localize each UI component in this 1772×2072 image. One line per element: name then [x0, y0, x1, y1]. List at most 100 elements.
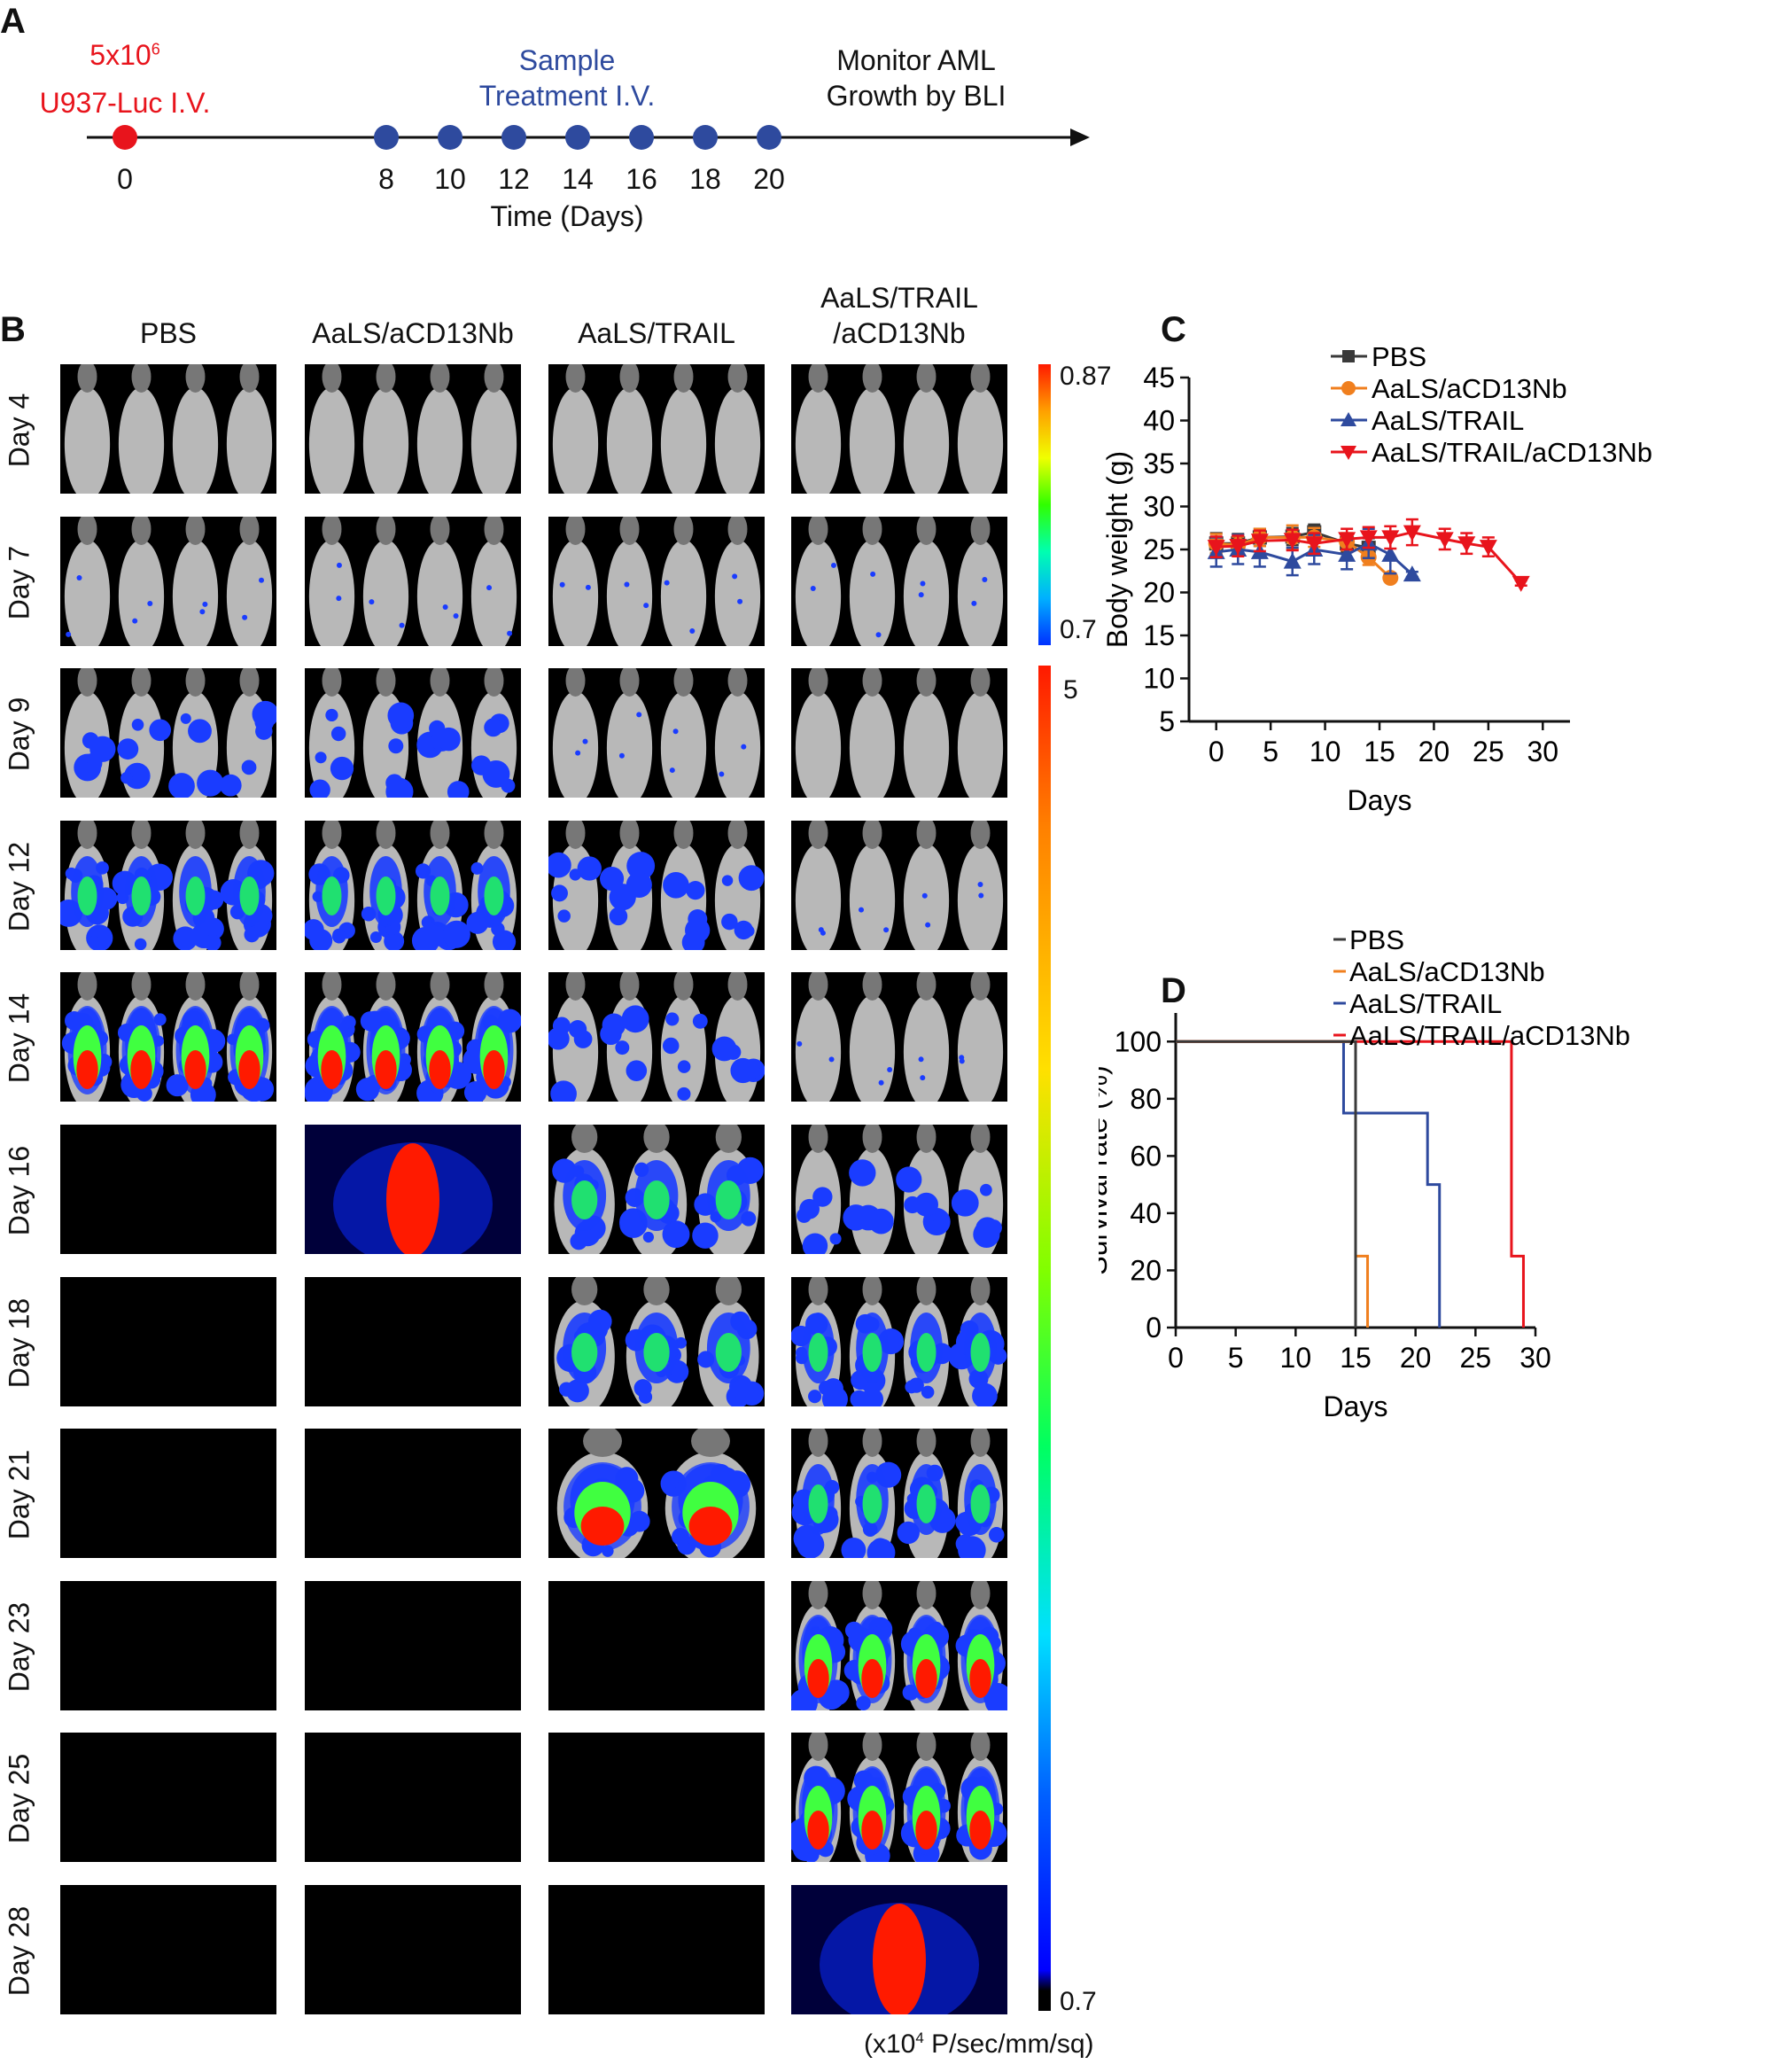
- data-point: [1381, 545, 1400, 562]
- mouse-head: [565, 972, 586, 1001]
- mouse-head: [131, 820, 152, 849]
- x-tick-label: 20: [1418, 736, 1450, 767]
- mouse-shape: [849, 691, 896, 798]
- mouse-head: [322, 668, 342, 697]
- signal-blob: [66, 631, 72, 637]
- signal-blob: [802, 1233, 828, 1254]
- row-label: Day 12: [3, 841, 35, 931]
- bli-image-empty: [548, 1580, 765, 1710]
- signal-blob: [147, 600, 153, 606]
- data-point: [1403, 565, 1421, 582]
- timeline-day-label: 0: [117, 163, 133, 195]
- column-header: PBS: [139, 317, 198, 349]
- signal-blob: [875, 631, 882, 637]
- mouse-head: [715, 1276, 742, 1305]
- signal-blob: [797, 1208, 812, 1223]
- mouse-shape: [416, 387, 463, 494]
- mouse-shape: [362, 387, 409, 494]
- panel-d-letter: D: [1161, 971, 1186, 1010]
- signal-blob: [643, 1180, 670, 1219]
- data-point: [1479, 540, 1497, 557]
- mouse-head: [583, 1429, 622, 1458]
- timeline-day-label: 10: [434, 163, 466, 195]
- mouse-shape: [903, 539, 950, 646]
- signal-blob: [978, 892, 984, 899]
- signal-blob: [168, 773, 195, 798]
- mouse-head: [673, 820, 694, 849]
- signal-blob: [621, 1005, 649, 1033]
- mice-image: [552, 668, 761, 798]
- legend-label: AaLS/TRAIL: [1372, 405, 1524, 436]
- mouse-head: [673, 972, 694, 1001]
- signal-blob: [812, 1187, 833, 1207]
- mouse-head: [970, 972, 991, 1001]
- data-point: [1381, 530, 1400, 547]
- x-tick-label: 15: [1340, 1342, 1372, 1374]
- signal-blob: [862, 1332, 882, 1372]
- signal-blob: [185, 876, 206, 915]
- signal-blob: [429, 1050, 451, 1090]
- signal-blob: [663, 871, 689, 899]
- signal-blob: [982, 576, 988, 582]
- signal-blob: [76, 1050, 98, 1090]
- signal-blob: [692, 1222, 719, 1249]
- mouse-head: [571, 1276, 598, 1305]
- signal-blob: [662, 1220, 690, 1249]
- signal-blob: [810, 585, 816, 591]
- mouse-shape: [849, 539, 896, 646]
- mouse-head: [862, 516, 882, 545]
- bli-image: [60, 972, 276, 1102]
- bli-image: [548, 1429, 765, 1559]
- signal-blob: [970, 1484, 991, 1524]
- signal-blob: [980, 1183, 992, 1196]
- signal-blob: [486, 584, 493, 590]
- signal-blob: [878, 1080, 884, 1087]
- mouse-shape: [470, 387, 517, 494]
- data-point: [1283, 552, 1302, 569]
- x-axis-label: Days: [1324, 1390, 1388, 1422]
- mice-image: [64, 516, 273, 646]
- signal-blob: [921, 1385, 935, 1398]
- signal-blob: [565, 1378, 589, 1402]
- bli-image-empty: [60, 1733, 276, 1863]
- signal-blob: [602, 1013, 626, 1038]
- signal-blob: [130, 1050, 152, 1090]
- signal-blob: [252, 701, 276, 728]
- data-point: [1435, 532, 1454, 549]
- y-tick-label: 100: [1115, 1025, 1162, 1057]
- mouse-head: [239, 820, 260, 849]
- mouse-head: [430, 364, 450, 393]
- mouse-shape: [957, 995, 1004, 1102]
- signal-blob: [916, 1484, 937, 1524]
- signal-blob: [636, 712, 642, 718]
- mouse-head: [727, 668, 748, 697]
- signal-blob: [715, 1332, 742, 1372]
- signal-blob: [692, 1014, 708, 1030]
- legend-label: AaLS/aCD13Nb: [1372, 373, 1567, 404]
- signal-blob: [633, 1378, 652, 1397]
- signal-blob: [463, 1081, 487, 1102]
- row-label: Day 23: [3, 1601, 35, 1692]
- mouse-head: [565, 820, 586, 849]
- mice-image: [795, 668, 1004, 798]
- row-label: Day 28: [3, 1905, 35, 1997]
- signal-blob: [132, 618, 138, 624]
- mouse-head: [970, 1733, 991, 1762]
- bli-image-empty: [60, 1276, 276, 1406]
- signal-blob: [387, 702, 415, 729]
- mouse-head: [643, 1125, 670, 1153]
- treatment-day-dot: [629, 125, 654, 150]
- signal-blob: [873, 1904, 926, 2014]
- bli-image-empty: [305, 1733, 521, 1863]
- signal-blob: [859, 907, 865, 913]
- injection-day-dot: [113, 125, 137, 150]
- x-tick-label: 5: [1263, 736, 1278, 767]
- mouse-head: [322, 820, 342, 849]
- mouse-head: [131, 364, 152, 393]
- signal-blob: [239, 876, 260, 915]
- row-label: Day 25: [3, 1754, 35, 1844]
- mouse-head: [484, 972, 504, 1001]
- colorbar-bottom: [1038, 666, 1051, 2011]
- mouse-shape: [660, 387, 707, 494]
- bli-image: [548, 668, 765, 798]
